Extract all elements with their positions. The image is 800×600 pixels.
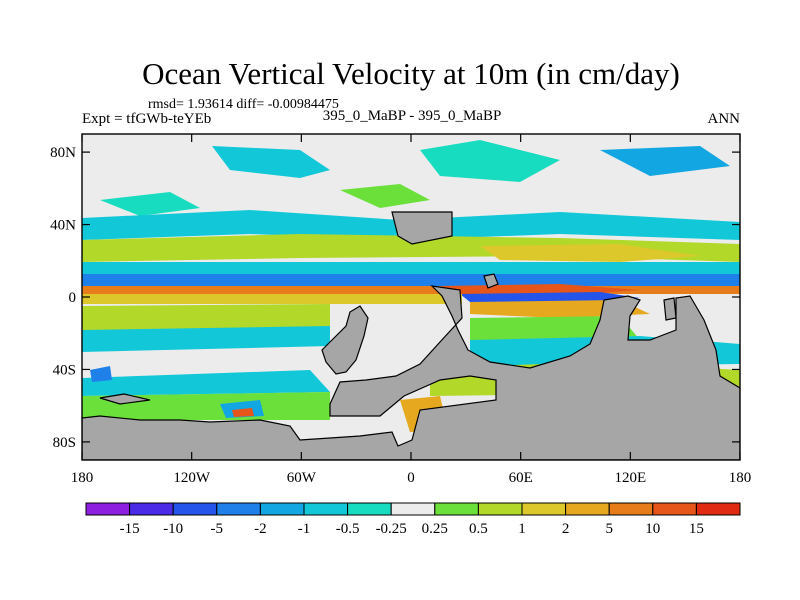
y-axis: 80N 40N 0 40S 80S <box>50 145 740 451</box>
colorbar-level-label: 2 <box>562 521 570 537</box>
landmass-island <box>99 393 151 405</box>
colorbar-level-label: 5 <box>605 521 613 537</box>
x-tick-label: 60W <box>287 470 317 486</box>
colorbar-swatch <box>347 502 392 516</box>
colorbar-level-label: 15 <box>689 521 704 537</box>
colorbar-swatch <box>565 502 610 516</box>
stats-line: rmsd= 1.93614 diff= -0.00984475 <box>148 97 339 112</box>
y-tick-label: 0 <box>69 290 77 306</box>
x-tick-label: 0 <box>407 470 415 486</box>
colorbar-swatch <box>608 502 654 516</box>
south-midlat-band <box>90 366 112 382</box>
colorbar-level-label: -10 <box>163 521 183 537</box>
colorbar-level-label: -2 <box>254 521 267 537</box>
south-midlat-band <box>82 326 330 352</box>
tropical-band <box>82 262 740 274</box>
colorbar-swatch <box>216 502 261 516</box>
experiment-label: Expt = tfGWb-teYEb <box>82 111 211 127</box>
velocity-field <box>82 134 740 460</box>
colorbar-swatch <box>390 502 436 516</box>
south-midlat-band <box>82 370 330 396</box>
colorbar-swatch <box>521 502 567 516</box>
x-tick-label: 120E <box>614 470 646 486</box>
chart-title: Ocean Vertical Velocity at 10m (in cm/da… <box>142 56 680 91</box>
colorbar-swatch <box>172 502 218 516</box>
colorbar-swatch <box>477 502 523 516</box>
north-midlat-band <box>480 244 700 262</box>
colorbar-swatch <box>85 502 131 516</box>
colorbar-level-label: 1 <box>518 521 526 537</box>
colorbar-swatch <box>434 502 479 516</box>
arctic-patch <box>420 140 560 182</box>
x-tick-label: 180 <box>71 470 94 486</box>
south-midlat-band <box>232 408 254 417</box>
tropical-band <box>82 286 740 294</box>
arctic-patch <box>600 146 730 176</box>
colorbar-level-label: -15 <box>120 521 140 537</box>
tropical-band <box>82 274 740 286</box>
colorbar-level-label: -0.5 <box>336 521 360 537</box>
colorbar: -15 -10 -5 -2 -1 -0.5 -0.25 0.25 0.5 1 2 5 10 15 <box>85 502 741 537</box>
landmass-island <box>663 297 677 321</box>
arctic-patch <box>340 184 430 208</box>
tropical-band <box>460 292 640 302</box>
colorbar-swatch <box>303 502 349 516</box>
x-tick-label: 120W <box>173 470 211 486</box>
colorbar-level-label: -0.25 <box>376 521 407 537</box>
colorbar-swatch <box>259 502 305 516</box>
y-tick-label: 80S <box>53 435 76 451</box>
tropical-band <box>82 294 462 304</box>
colorbar-level-label: -5 <box>211 521 224 537</box>
x-tick-label: 60E <box>509 470 533 486</box>
x-tick-label: 180 <box>729 470 752 486</box>
colorbar-level-label: 10 <box>645 521 660 537</box>
x-axis: 180 120W 60W 0 60E 120E 180 <box>71 134 752 486</box>
arctic-patch <box>212 146 330 178</box>
colorbar-level-label: -1 <box>298 521 311 537</box>
season-label: ANN <box>708 111 741 127</box>
colorbar-swatch <box>695 502 741 516</box>
colorbar-swatch <box>129 502 174 516</box>
y-tick-label: 40S <box>53 362 76 378</box>
south-midlat-band <box>82 304 330 334</box>
landmass-island <box>483 273 499 289</box>
landmass-africa <box>391 211 453 245</box>
colorbar-level-label: 0.25 <box>422 521 448 537</box>
y-tick-label: 80N <box>50 145 76 161</box>
landmass-americas <box>321 305 369 375</box>
arctic-patch <box>100 192 200 216</box>
colorbar-swatch <box>652 502 697 516</box>
y-tick-label: 40N <box>50 218 76 234</box>
colorbar-level-label: 0.5 <box>469 521 488 537</box>
comparison-label: 395_0_MaBP - 395_0_MaBP <box>323 108 502 124</box>
landmass-africa <box>82 285 740 460</box>
